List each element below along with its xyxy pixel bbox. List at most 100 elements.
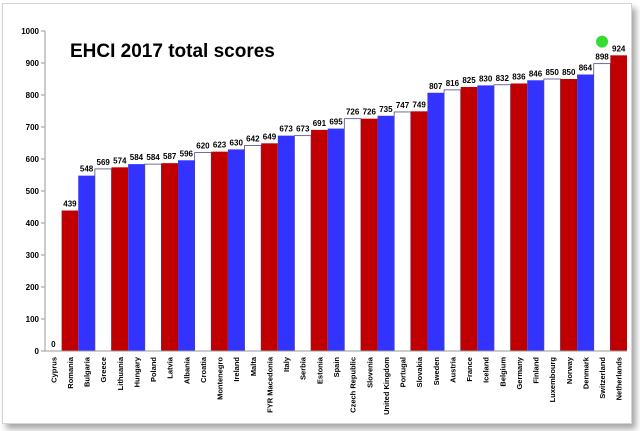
x-tick-label: Switzerland	[598, 357, 607, 399]
x-tick-label: Cyprus	[49, 357, 58, 383]
bar	[527, 80, 544, 351]
x-tick-label: Serbia	[299, 356, 308, 380]
bar	[294, 135, 312, 352]
bar	[178, 160, 195, 351]
bar	[343, 118, 362, 352]
data-label: 623	[213, 141, 227, 150]
x-tick-label: Malta	[249, 356, 258, 376]
data-label: 832	[496, 74, 510, 83]
bar	[244, 145, 262, 352]
bar	[560, 79, 578, 351]
bar	[144, 163, 162, 352]
bar	[593, 63, 611, 352]
x-tick-label: Spain	[332, 357, 341, 378]
x-tick-label: Czech Republic	[349, 357, 358, 413]
bar	[493, 84, 512, 352]
x-tick-label: Belgium	[498, 357, 507, 387]
data-label: 0	[51, 340, 56, 349]
bar	[311, 129, 328, 351]
data-label: 574	[113, 156, 127, 165]
x-tick-label: FYR Macedonia	[265, 356, 274, 413]
data-label: 596	[180, 149, 194, 158]
data-label: 726	[346, 108, 360, 117]
bar	[111, 167, 129, 351]
bar	[128, 164, 145, 351]
data-label: 898	[595, 53, 609, 62]
data-label: 695	[329, 118, 343, 127]
x-tick-label: Latvia	[166, 356, 175, 379]
x-tick-label: Lithuania	[116, 356, 125, 390]
data-label: 850	[562, 68, 576, 77]
bar	[377, 115, 395, 351]
bar	[94, 168, 112, 352]
data-label: 807	[429, 82, 443, 91]
y-tick-label: 0	[35, 347, 40, 356]
x-tick-label: United Kingdom	[382, 357, 391, 415]
bar	[510, 83, 528, 351]
y-tick-label: 800	[26, 91, 40, 100]
bar	[443, 89, 462, 352]
y-tick-label: 300	[26, 251, 40, 260]
bar	[610, 55, 627, 351]
bar	[194, 152, 212, 352]
x-tick-label: Poland	[149, 357, 158, 382]
x-tick-label: Ireland	[232, 357, 241, 382]
data-label: 439	[63, 200, 77, 209]
bar	[61, 210, 79, 351]
data-label: 846	[529, 69, 543, 78]
data-label: 584	[130, 153, 144, 162]
y-tick-label: 500	[26, 187, 40, 196]
bar	[261, 143, 278, 351]
data-label: 749	[412, 100, 426, 109]
x-tick-label: Finland	[532, 357, 541, 384]
data-label: 620	[196, 142, 210, 151]
data-label: 747	[396, 101, 410, 110]
x-tick-label: Netherlands	[615, 357, 624, 400]
x-tick-label: Hungary	[132, 356, 141, 387]
x-tick-label: Albania	[182, 356, 191, 384]
y-tick-label: 100	[26, 315, 40, 324]
data-label: 630	[230, 138, 244, 147]
x-tick-label: Germany	[515, 356, 524, 389]
x-tick-label: Slovakia	[415, 356, 424, 387]
x-tick-label: Sweden	[432, 357, 441, 386]
x-tick-label: Montenegro	[216, 357, 225, 400]
data-label: 816	[446, 79, 460, 88]
bar	[393, 111, 412, 352]
bar	[410, 111, 428, 351]
x-tick-label: Greece	[99, 357, 108, 382]
x-tick-label: Denmark	[581, 356, 590, 389]
x-tick-label: Portugal	[399, 357, 408, 387]
x-tick-label: Romania	[66, 356, 75, 389]
x-tick-label: Luxembourg	[548, 357, 557, 403]
data-label: 548	[80, 165, 94, 174]
data-label: 825	[462, 76, 476, 85]
data-label: 830	[479, 74, 493, 83]
y-tick-label: 400	[26, 219, 40, 228]
x-tick-label: Norway	[565, 356, 574, 384]
data-label: 726	[363, 108, 377, 117]
bar	[543, 78, 561, 352]
bar	[161, 163, 179, 351]
x-tick-label: Austria	[448, 356, 457, 383]
y-tick-label: 700	[26, 123, 40, 132]
y-tick-label: 900	[26, 59, 40, 68]
data-label: 850	[545, 68, 559, 77]
x-tick-label: Italy	[282, 356, 291, 372]
bar	[277, 135, 295, 351]
bar	[211, 151, 228, 351]
bar	[360, 118, 378, 352]
chart-title: EHCI 2017 total scores	[70, 41, 275, 62]
data-label: 691	[313, 119, 327, 128]
data-label: 584	[146, 153, 160, 162]
x-tick-label: Slovenia	[365, 356, 374, 388]
data-label: 569	[97, 158, 111, 167]
data-label: 924	[612, 44, 626, 53]
x-tick-label: Estonia	[315, 356, 324, 384]
bar	[227, 149, 245, 351]
x-tick-label: Bulgaria	[83, 356, 92, 387]
data-label: 735	[379, 105, 393, 114]
bar	[327, 128, 345, 351]
